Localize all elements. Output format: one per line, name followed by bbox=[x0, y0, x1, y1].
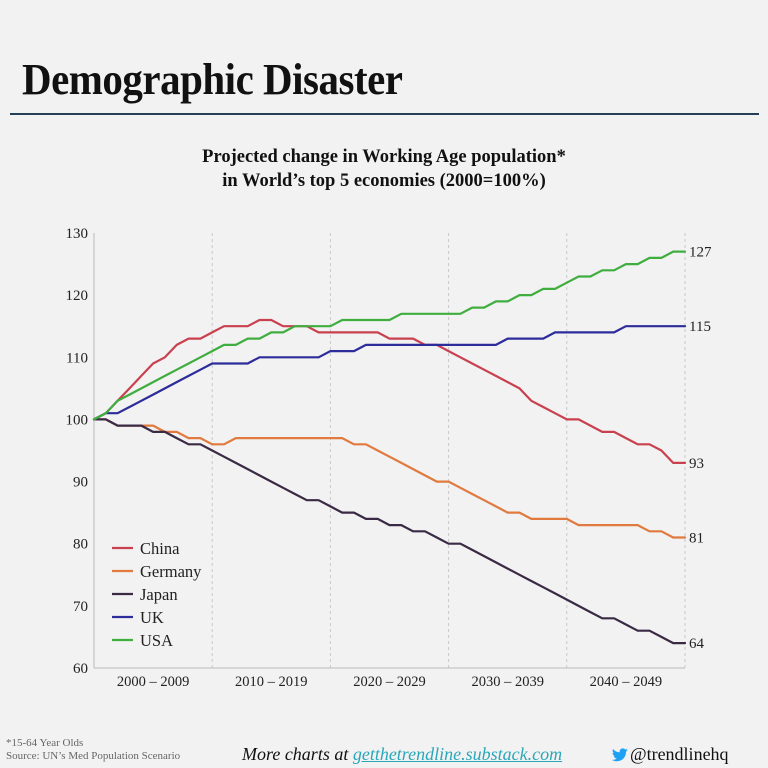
series-lines bbox=[92, 250, 687, 645]
series-line-uk bbox=[92, 325, 687, 421]
end-label-usa: 127 bbox=[689, 245, 712, 261]
y-tick-70: 70 bbox=[73, 599, 88, 615]
chart-subtitle: Projected change in Working Age populati… bbox=[0, 145, 768, 193]
y-tick-labels: 60 70 80 90 100 110 120 130 bbox=[66, 226, 89, 677]
end-label-uk: 115 bbox=[689, 319, 711, 335]
twitter-bird-icon bbox=[612, 747, 628, 761]
series-line-china bbox=[92, 318, 687, 464]
legend-label-japan: Japan bbox=[140, 585, 178, 604]
x-tick-labels: 2000 – 2009 2010 – 2019 2020 – 2029 2030 – … bbox=[117, 674, 662, 690]
x-tick-2030: 2030 – 2039 bbox=[471, 674, 544, 690]
subtitle-line-2: in World’s top 5 economies (2000=100%) bbox=[222, 171, 546, 191]
end-label-china: 93 bbox=[689, 456, 704, 472]
legend-label-uk: UK bbox=[140, 608, 164, 627]
x-tick-2010: 2010 – 2019 bbox=[235, 674, 308, 690]
legend-label-usa: USA bbox=[140, 631, 173, 650]
y-tick-110: 110 bbox=[66, 350, 88, 366]
y-tick-60: 60 bbox=[73, 661, 88, 677]
end-labels: 93 81 64 115 127 bbox=[689, 245, 712, 653]
y-tick-130: 130 bbox=[66, 226, 89, 242]
twitter-handle-text: @trendlinehq bbox=[630, 744, 729, 764]
legend-item-china: China bbox=[112, 539, 180, 558]
series-line-usa bbox=[92, 250, 687, 421]
page-title: Demographic Disaster bbox=[22, 55, 403, 104]
y-tick-90: 90 bbox=[73, 475, 88, 491]
more-charts-prefix: More charts at bbox=[242, 744, 353, 764]
legend-item-germany: Germany bbox=[112, 562, 202, 581]
x-tick-2020: 2020 – 2029 bbox=[353, 674, 426, 690]
title-divider bbox=[10, 113, 759, 115]
footnote: *15-64 Year Olds Source: UN’s Med Popula… bbox=[6, 737, 180, 763]
legend-label-germany: Germany bbox=[140, 562, 202, 581]
legend-label-china: China bbox=[140, 539, 180, 558]
footnote-source: Source: UN’s Med Population Scenario bbox=[6, 750, 181, 762]
y-tick-100: 100 bbox=[66, 412, 89, 428]
subtitle-line-1: Projected change in Working Age populati… bbox=[202, 147, 566, 167]
end-label-japan: 64 bbox=[689, 636, 705, 652]
end-label-germany: 81 bbox=[689, 531, 704, 547]
legend-item-uk: UK bbox=[112, 608, 164, 627]
more-charts: More charts at getthetrendline.substack.… bbox=[242, 744, 562, 765]
x-tick-2000: 2000 – 2009 bbox=[117, 674, 190, 690]
y-tick-80: 80 bbox=[73, 537, 88, 553]
x-tick-2040: 2040 – 2049 bbox=[590, 674, 663, 690]
legend: China Germany Japan UK USA bbox=[112, 539, 202, 650]
twitter-handle[interactable]: @trendlinehq bbox=[612, 744, 729, 765]
legend-item-usa: USA bbox=[112, 631, 173, 650]
footnote-age: *15-64 Year Olds bbox=[6, 737, 84, 749]
substack-link[interactable]: getthetrendline.substack.com bbox=[352, 744, 563, 764]
series-line-japan bbox=[92, 418, 687, 645]
legend-item-japan: Japan bbox=[112, 585, 178, 604]
axes bbox=[93, 233, 685, 669]
y-tick-120: 120 bbox=[66, 288, 89, 304]
grid-lines bbox=[211, 233, 686, 668]
series-line-germany bbox=[92, 418, 687, 539]
